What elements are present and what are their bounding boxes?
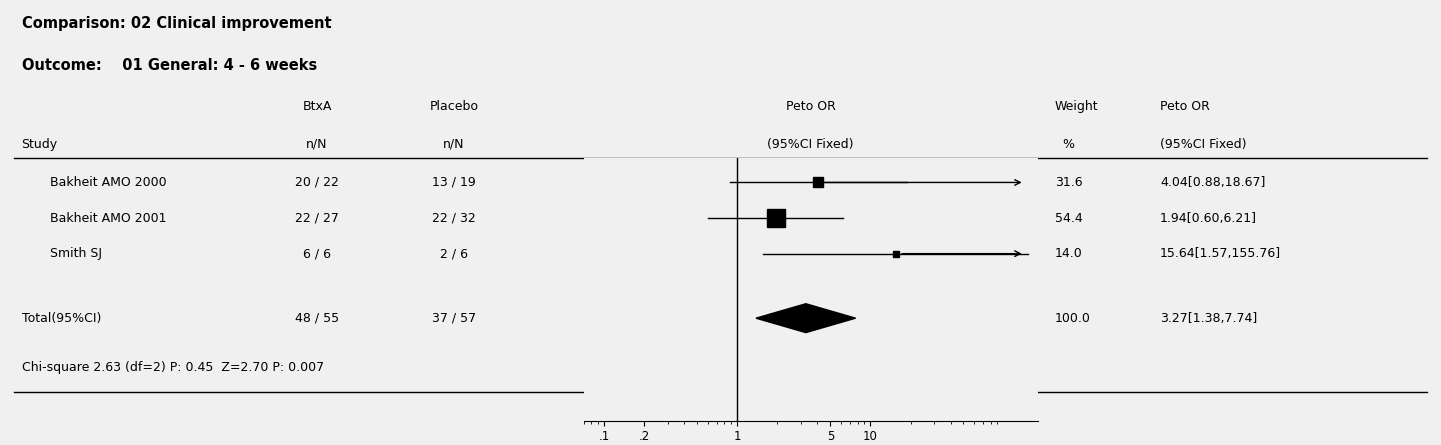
- Text: 15.64[1.57,155.76]: 15.64[1.57,155.76]: [1160, 247, 1281, 260]
- Polygon shape: [757, 304, 856, 332]
- Text: Peto OR: Peto OR: [785, 100, 836, 113]
- Text: Chi-square 2.63 (df=2) P: 0.45  Z=2.70 P: 0.007: Chi-square 2.63 (df=2) P: 0.45 Z=2.70 P:…: [22, 360, 324, 374]
- Text: n/N: n/N: [444, 138, 464, 151]
- Text: BtxA: BtxA: [303, 100, 331, 113]
- Text: 37 / 57: 37 / 57: [432, 312, 476, 325]
- Text: Smith SJ: Smith SJ: [50, 247, 102, 260]
- Text: 3.27[1.38,7.74]: 3.27[1.38,7.74]: [1160, 312, 1257, 325]
- Text: 54.4: 54.4: [1055, 211, 1082, 225]
- Text: Study: Study: [22, 138, 58, 151]
- Text: Bakheit AMO 2000: Bakheit AMO 2000: [50, 176, 167, 189]
- Text: Total(95%CI): Total(95%CI): [22, 312, 101, 325]
- Text: Weight: Weight: [1055, 100, 1098, 113]
- Text: 13 / 19: 13 / 19: [432, 176, 476, 189]
- Text: 22 / 27: 22 / 27: [295, 211, 339, 225]
- Text: 20 / 22: 20 / 22: [295, 176, 339, 189]
- Text: (95%CI Fixed): (95%CI Fixed): [1160, 138, 1246, 151]
- Text: 48 / 55: 48 / 55: [295, 312, 339, 325]
- Text: 4.04[0.88,18.67]: 4.04[0.88,18.67]: [1160, 176, 1265, 189]
- Text: 31.6: 31.6: [1055, 176, 1082, 189]
- Text: 1.94[0.60,6.21]: 1.94[0.60,6.21]: [1160, 211, 1257, 225]
- Text: Outcome:    01 General: 4 - 6 weeks: Outcome: 01 General: 4 - 6 weeks: [22, 58, 317, 73]
- Text: 22 / 32: 22 / 32: [432, 211, 476, 225]
- Text: Comparison: 02 Clinical improvement: Comparison: 02 Clinical improvement: [22, 16, 331, 31]
- Text: 100.0: 100.0: [1055, 312, 1091, 325]
- Text: 14.0: 14.0: [1055, 247, 1082, 260]
- Text: (95%CI Fixed): (95%CI Fixed): [767, 138, 855, 151]
- Text: %: %: [1062, 138, 1074, 151]
- Text: Bakheit AMO 2001: Bakheit AMO 2001: [50, 211, 167, 225]
- Text: 2 / 6: 2 / 6: [440, 247, 468, 260]
- Text: n/N: n/N: [307, 138, 327, 151]
- Text: 6 / 6: 6 / 6: [303, 247, 331, 260]
- Text: Peto OR: Peto OR: [1160, 100, 1210, 113]
- Text: Placebo: Placebo: [429, 100, 478, 113]
